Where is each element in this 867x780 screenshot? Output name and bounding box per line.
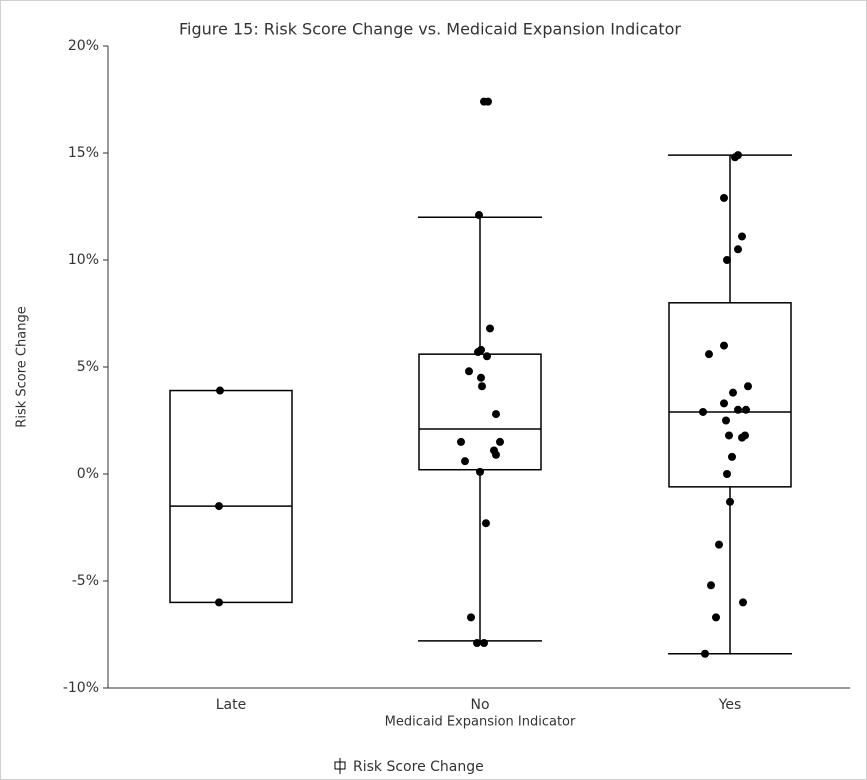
point (734, 405, 742, 414)
y-tick-label: -10% (63, 680, 99, 696)
point (739, 598, 747, 607)
y-axis-title: Risk Score Change (15, 306, 30, 427)
point (725, 431, 733, 440)
point (729, 388, 737, 397)
point (483, 352, 491, 361)
chart-title: Figure 15: Risk Score Change vs. Medicai… (179, 20, 681, 39)
y-tick-label: 10% (68, 252, 99, 268)
point (484, 97, 492, 106)
point (726, 497, 734, 506)
point (720, 399, 728, 408)
x-axis-title: Medicaid Expansion Indicator (385, 715, 576, 730)
point (465, 367, 473, 376)
point (728, 452, 736, 461)
x-tick-label: Late (216, 697, 246, 713)
point (720, 193, 728, 202)
point (701, 649, 709, 658)
point (723, 470, 731, 478)
point (492, 450, 500, 459)
point (707, 581, 715, 590)
point (480, 639, 488, 648)
point (478, 382, 486, 391)
point (715, 540, 723, 549)
point (742, 405, 750, 414)
point (215, 598, 223, 607)
point (216, 386, 224, 395)
point (473, 639, 481, 648)
point (492, 410, 500, 419)
y-tick-label: 5% (77, 359, 99, 375)
point (705, 350, 713, 359)
point (699, 407, 707, 416)
point (744, 382, 752, 391)
box (169, 389, 293, 604)
y-tick-label: -5% (72, 573, 99, 589)
x-tick-label: No (470, 697, 489, 713)
point (215, 502, 223, 511)
point (482, 519, 490, 528)
point (486, 324, 494, 333)
y-tick-label: 0% (77, 466, 99, 482)
point (474, 348, 482, 357)
point (738, 433, 746, 442)
point (720, 341, 728, 350)
point (738, 232, 746, 241)
point (467, 613, 475, 622)
y-tick-label: 20% (68, 38, 99, 54)
point (457, 437, 465, 446)
point (731, 153, 739, 162)
box (668, 302, 792, 488)
point (496, 437, 504, 446)
x-tick-label: Yes (718, 697, 742, 713)
point (734, 245, 742, 254)
point (712, 613, 720, 622)
point (477, 373, 485, 382)
point (461, 457, 469, 466)
point (476, 467, 484, 476)
box (418, 353, 542, 471)
y-tick-label: 15% (68, 145, 99, 161)
legend-label: Risk Score Change (353, 759, 484, 775)
point (723, 256, 731, 264)
point (475, 211, 483, 220)
point (722, 416, 730, 425)
